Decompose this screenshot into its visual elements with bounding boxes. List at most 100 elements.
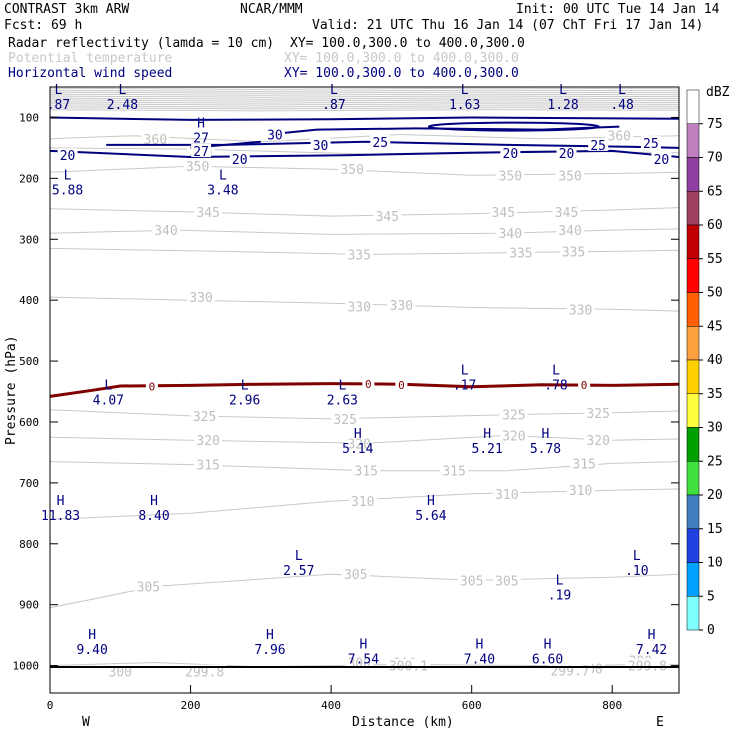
extremum-value: .19 [548,588,571,603]
colorbar-swatch [686,123,700,158]
theta-contour-310 [49,488,680,520]
field-name-wind: Horizontal wind speed [8,66,172,81]
theta-label-330: 330 [390,299,413,314]
extremum-value: 27 [193,132,209,147]
colorbar-swatch [686,326,700,361]
extremum-value: 1.63 [449,98,480,113]
extremum-letter: L [556,573,564,588]
theta-contour-335 [49,247,680,256]
field-xy-wind: XY= 100.0,300.0 to 400.0,300.0 [284,66,519,81]
colorbar-label: 60 [707,218,723,233]
freezing-line-label: 0 [398,379,405,392]
field-xy-reflectivity: XY= 100.0,300.0 to 400.0,300.0 [290,36,525,51]
theta-label-325-bg [584,405,613,419]
theta-label-305: 305 [495,574,518,589]
theta-label-325: 325 [193,410,216,425]
theta-contour-upper [49,91,680,94]
extremum-letter: H [475,637,483,652]
extremum-letter: H [360,637,368,652]
colorbar-swatch [686,494,700,529]
extremum-letter: H [57,494,65,509]
extremum-value: 9.40 [77,643,108,658]
extremum-value: 7.96 [254,643,285,658]
extremum-value: .48 [610,98,633,113]
extremum-letter: H [542,427,550,442]
x-tick-label: 600 [462,699,482,712]
colorbar-label: 20 [707,488,723,503]
extremum-value: .87 [322,98,345,113]
theta-label-350: 350 [499,169,522,184]
theta-label-325-bg [499,407,528,421]
extremum-value: 2.57 [283,564,314,579]
theta-contour-upper [49,95,680,98]
colorbar-label: 5 [707,589,715,604]
colorbar-label: 15 [707,522,723,537]
extremum-value: 2.63 [327,394,358,409]
extremum-letter: L [295,549,303,564]
theta-label-340-bg [556,223,585,237]
wind-label-25: 25 [590,139,606,154]
colorbar-label: 65 [707,184,723,199]
theta-contour-upper [49,87,680,90]
colorbar-swatch [686,258,700,293]
theta-label-350-bg [338,162,367,176]
field-name-theta: Potential temperature [8,51,173,66]
extremum-letter: L [330,83,338,98]
extremum-letter: H [544,637,552,652]
theta-label-350-bg [183,159,212,173]
theta-label-310-bg [492,486,521,500]
colorbar-swatch [686,359,700,394]
wind-label-20: 20 [60,149,76,164]
theta-contour-upper [49,93,680,96]
wind-label-20-bg [57,148,78,162]
y-tick-label: 700 [19,477,39,490]
theta-label-345: 345 [555,206,578,221]
field-name-reflectivity: Radar reflectivity (lamda = 10 cm) [8,36,274,51]
theta-label-320: 320 [196,434,219,449]
theta-contour-320 [49,434,680,444]
extremum-letter: L [618,83,626,98]
theta-label-340-bg [496,226,525,240]
colorbar-title: dBZ [706,85,730,100]
theta-label-305-bg [134,579,163,593]
theta-label-310-bg [566,483,595,497]
theta-label-305: 305 [344,568,367,583]
extremum-letter: L [64,168,72,183]
freezing-line-path [49,382,680,398]
theta-label-300: 300 [109,666,132,681]
theta-label-350: 350 [558,169,581,184]
colorbar-swatch [686,562,700,597]
colorbar-swatch [686,157,700,192]
y-tick-label: 100 [19,111,39,124]
theta-label-320: 320 [347,437,370,452]
theta-label-360-bg [141,131,170,145]
colorbar-label: 45 [707,319,723,334]
theta-label-345-bg [373,209,402,223]
y-tick-label: 200 [19,172,39,185]
wind-label-25: 25 [643,137,659,152]
y-tick-label: 800 [19,538,39,551]
init-label: Init: 00 UTC Tue 14 Jan 14 [516,2,720,17]
wind-contour-core [427,121,600,132]
theta-contour-upper [49,109,680,112]
theta-contour-360 [49,133,680,143]
extremum-letter: H [266,628,274,643]
colorbar-swatch [686,528,700,563]
theta-label-345: 345 [376,210,399,225]
high-low-labels: L.87L2.48L.87L1.63L1.28L.48H27L5.88L3.48… [41,83,667,667]
freezing-line-label-bg [395,377,408,391]
extremum-value: 4.07 [93,394,124,409]
theta-label-325-bg [190,408,219,422]
extremum-value: 11.83 [41,509,80,524]
theta-label-335: 335 [509,247,532,262]
colorbar-label: 40 [707,353,723,368]
extremum-value: 7.42 [636,643,667,658]
wind-label-20-bg [500,145,521,159]
extremum-letter: H [150,494,158,509]
theta-label-330: 330 [347,300,370,315]
theta-label-310: 310 [495,488,518,503]
theta-label-310-bg [348,494,377,508]
wind-label-20-bg [651,151,672,165]
